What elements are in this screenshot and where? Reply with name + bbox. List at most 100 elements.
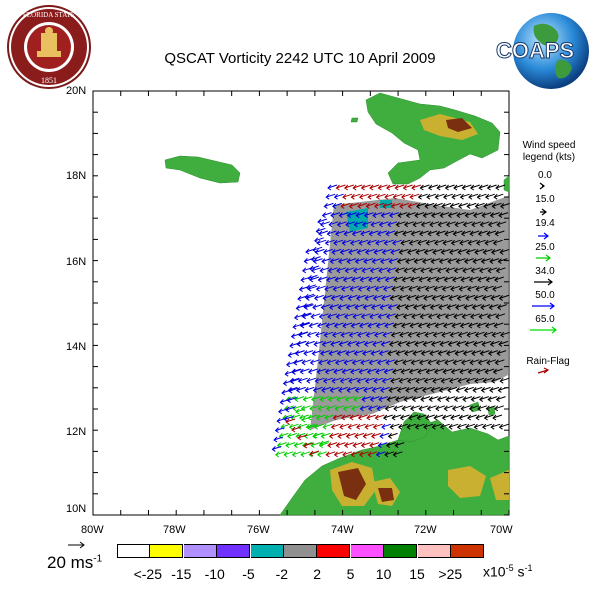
wind-vector-367 bbox=[332, 331, 342, 338]
wind-vector-449 bbox=[385, 359, 396, 366]
wind-vector-552 bbox=[386, 396, 397, 403]
wind-vector-408 bbox=[464, 340, 475, 347]
wind-vector-736 bbox=[301, 416, 312, 423]
vector-scale-text: 20 ms bbox=[47, 553, 94, 572]
lon-label-78w: 78W bbox=[163, 524, 186, 536]
wind-vector-612 bbox=[450, 414, 461, 421]
wind-vector-369 bbox=[348, 331, 359, 338]
wind-vector-629 bbox=[372, 423, 383, 430]
wind-vector-99 bbox=[429, 221, 440, 228]
wind-vector-115 bbox=[377, 230, 387, 237]
wind-vector-682 bbox=[342, 451, 353, 458]
wind-vector-204 bbox=[361, 267, 372, 274]
wind-vector-518 bbox=[321, 386, 332, 393]
wind-vector-534 bbox=[455, 386, 466, 393]
wind-vector-695 bbox=[312, 246, 323, 253]
wind-vector-401 bbox=[405, 340, 416, 347]
wind-vector-266 bbox=[492, 285, 503, 292]
wind-vector-404 bbox=[431, 340, 441, 347]
wind-vector-444 bbox=[343, 359, 354, 366]
svg-text:1851: 1851 bbox=[41, 76, 57, 85]
wind-vector-591 bbox=[494, 405, 504, 412]
legend-arrow-0 bbox=[539, 182, 545, 190]
legend-speed-3: 25.0 bbox=[535, 242, 555, 253]
wind-vector-21 bbox=[325, 193, 336, 200]
wind-vector-660 bbox=[285, 442, 296, 449]
wind-vector-579 bbox=[393, 405, 404, 412]
wind-vector-576 bbox=[368, 405, 378, 412]
wind-vector-525 bbox=[380, 386, 390, 393]
wind-vector-34 bbox=[434, 193, 445, 200]
wind-vector-241 bbox=[477, 276, 488, 283]
wind-vector-245 bbox=[315, 285, 326, 292]
wind-vector-98 bbox=[420, 221, 431, 228]
wind-vector-604 bbox=[383, 414, 393, 421]
wind-vector-634 bbox=[414, 423, 425, 430]
wind-vector-227 bbox=[359, 276, 370, 283]
wind-vector-573 bbox=[342, 405, 353, 412]
colorbar-label-0: <-25 bbox=[133, 566, 163, 582]
legend-speed-4: 34.0 bbox=[535, 266, 555, 277]
wind-vector-325 bbox=[386, 313, 396, 320]
wind-vector-436 bbox=[488, 350, 498, 357]
wind-vector-479 bbox=[425, 368, 436, 375]
wind-vector-296 bbox=[345, 304, 356, 311]
fsu-seal-logo: FLORIDA STATE 1851 bbox=[7, 5, 91, 89]
wind-vector-282 bbox=[431, 294, 442, 301]
wind-vector-469 bbox=[341, 368, 352, 375]
wind-vector-385 bbox=[483, 331, 494, 338]
wind-vector-643 bbox=[490, 423, 501, 430]
wind-vector-492 bbox=[323, 377, 333, 384]
wind-vector-556 bbox=[420, 396, 431, 403]
wind-vector-472 bbox=[366, 368, 377, 375]
wind-vector-257 bbox=[416, 285, 427, 292]
wind-vector-673 bbox=[394, 442, 405, 449]
wind-vector-607 bbox=[408, 414, 419, 421]
wind-vector-741 bbox=[309, 450, 320, 457]
lat-label-18n: 18N bbox=[66, 170, 87, 182]
wind-vector-717 bbox=[294, 350, 305, 357]
wind-vector-231 bbox=[393, 276, 404, 283]
wind-vector-344 bbox=[342, 322, 353, 329]
wind-vector-535 bbox=[464, 386, 474, 393]
wind-vector-188 bbox=[422, 258, 432, 265]
wind-vector-506 bbox=[440, 377, 451, 384]
wind-vector-505 bbox=[432, 377, 443, 384]
wind-vector-279 bbox=[406, 294, 417, 301]
wind-vector-427 bbox=[412, 350, 423, 357]
wind-vector-226 bbox=[351, 276, 362, 283]
wind-vector-636 bbox=[431, 423, 442, 430]
wind-vector-466 bbox=[316, 368, 327, 375]
wind-vector-615 bbox=[475, 414, 486, 421]
wind-vector-320 bbox=[344, 313, 354, 320]
wind-vector-175 bbox=[312, 258, 323, 265]
wind-vector-627 bbox=[356, 423, 366, 430]
wind-vector-558 bbox=[437, 396, 447, 403]
wind-vector-507 bbox=[449, 377, 459, 384]
colorbar-swatch-9 bbox=[417, 544, 451, 558]
wind-vector-564 bbox=[487, 396, 498, 403]
wind-vector-551 bbox=[378, 396, 389, 403]
land-layer bbox=[164, 92, 510, 516]
wind-vector-107 bbox=[496, 221, 507, 228]
wind-vector-703 bbox=[306, 284, 316, 291]
wind-vector-440 bbox=[309, 359, 320, 366]
wind-vector-169 bbox=[457, 248, 468, 255]
wind-vector-611 bbox=[441, 414, 452, 421]
wind-vector-290 bbox=[498, 294, 509, 301]
wind-vector-57 bbox=[449, 202, 460, 209]
wind-vector-35 bbox=[443, 193, 453, 200]
wind-vector-137 bbox=[375, 239, 386, 246]
wind-vector-364 bbox=[306, 331, 317, 338]
wind-vector-271 bbox=[339, 294, 350, 301]
wind-vector-159 bbox=[373, 248, 384, 255]
wind-vector-719 bbox=[293, 359, 304, 366]
wind-vector-395 bbox=[355, 340, 366, 347]
wind-vector-640 bbox=[465, 423, 476, 430]
wind-vector-376 bbox=[407, 331, 418, 338]
wind-vector-260 bbox=[441, 285, 452, 292]
wind-vector-455 bbox=[435, 359, 446, 366]
wind-vector-123 bbox=[444, 230, 455, 237]
wind-vector-738 bbox=[307, 424, 318, 431]
wind-vector-503 bbox=[415, 377, 426, 384]
